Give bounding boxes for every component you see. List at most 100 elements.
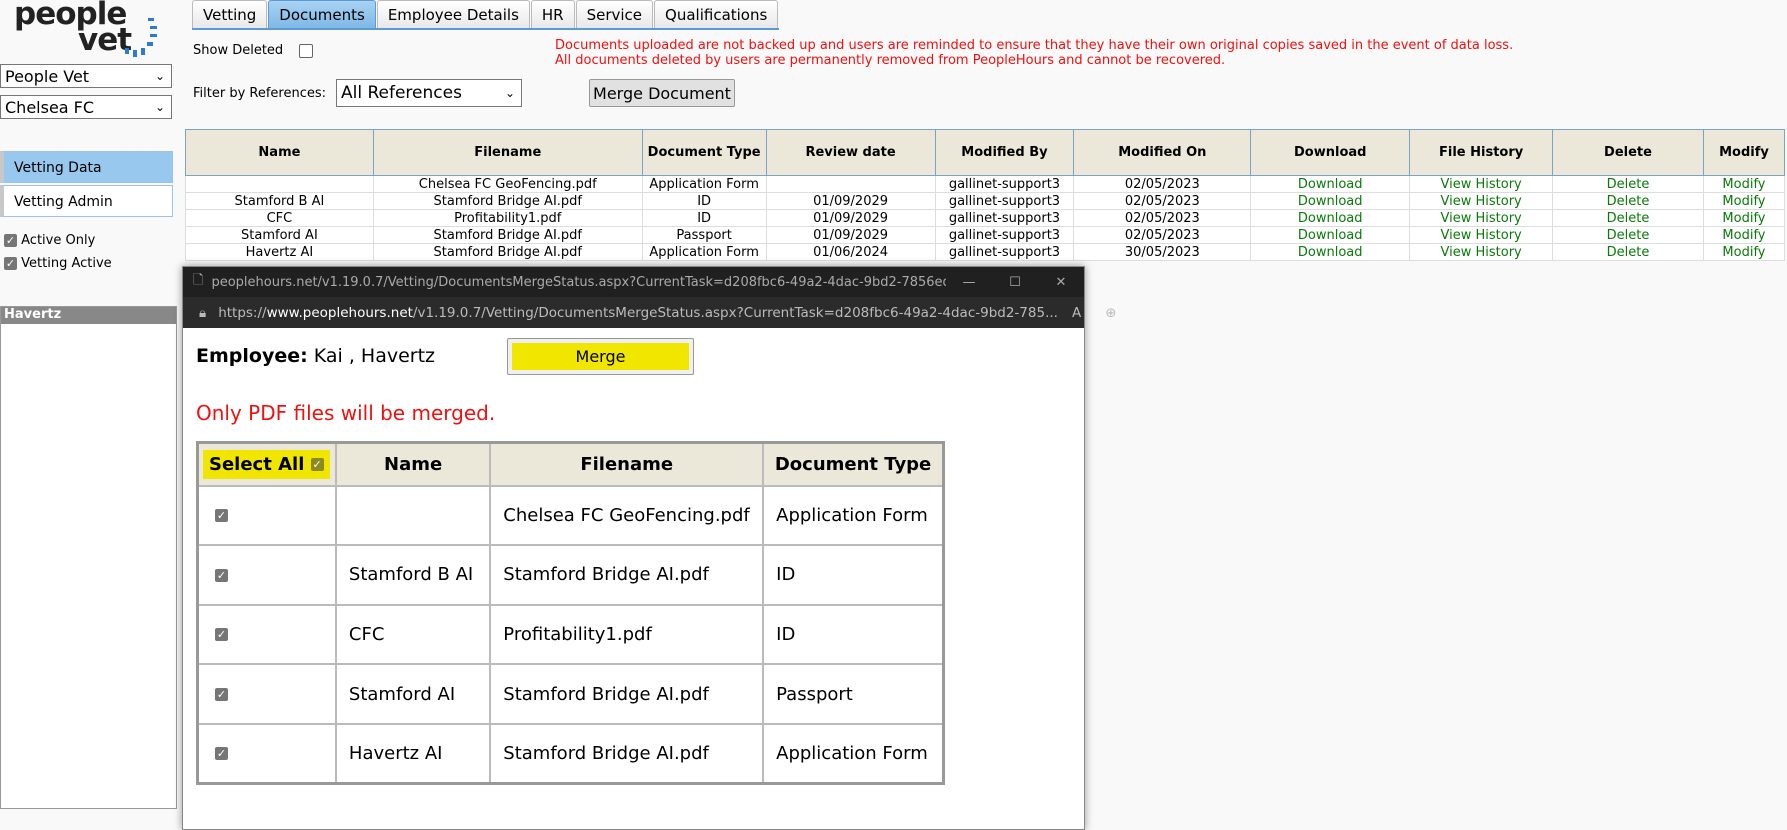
cell-history: View History	[1409, 209, 1554, 227]
club-select-value: Chelsea FC	[5, 97, 95, 117]
view-history-link[interactable]: View History	[1440, 244, 1522, 260]
cell-history: View History	[1409, 243, 1554, 261]
view-history-link[interactable]: View History	[1440, 193, 1522, 209]
vetting-active-checkbox[interactable]: ✓ Vetting Active	[4, 256, 112, 271]
modify-link[interactable]: Modify	[1722, 210, 1766, 226]
cell-type: ID	[762, 544, 945, 606]
row-select-checkbox[interactable]: ✓	[215, 747, 228, 761]
merge-document-button[interactable]: Merge Document	[589, 79, 735, 107]
row-select-checkbox[interactable]: ✓	[215, 509, 228, 523]
cell-on: 30/05/2023	[1073, 243, 1252, 261]
cell-review: 01/09/2029	[765, 192, 936, 210]
cell-on: 02/05/2023	[1073, 226, 1252, 244]
cell-type: Application Form	[762, 484, 945, 547]
tab-service[interactable]: Service	[575, 0, 654, 28]
modify-link[interactable]: Modify	[1722, 193, 1766, 209]
address-bar[interactable]: 🔒︎ https://www.peoplehours.net/v1.19.0.7…	[183, 297, 1117, 328]
vetting-active-label: Vetting Active	[21, 256, 112, 271]
select-all-toggle[interactable]: Select All ✓	[203, 449, 330, 479]
row-select-checkbox[interactable]: ✓	[215, 568, 228, 582]
show-deleted-checkbox[interactable]	[299, 44, 313, 58]
column-header: Name	[334, 441, 492, 487]
tab-documents[interactable]: Documents	[268, 0, 376, 28]
cell-type: ID	[641, 192, 767, 210]
cell-review: 01/09/2029	[765, 226, 936, 244]
cell-name: Stamford B AI	[185, 192, 374, 210]
delete-link[interactable]: Delete	[1606, 244, 1650, 260]
download-link[interactable]: Download	[1297, 193, 1363, 209]
popup-title-bar: 🗋 peoplehours.net/v1.19.0.7/Vetting/Docu…	[183, 267, 1084, 297]
cell-filename: Chelsea FC GeoFencing.pdf	[489, 484, 765, 547]
tab-employee-details[interactable]: Employee Details	[376, 0, 530, 28]
data-loss-notice: Documents uploaded are not backed up and…	[555, 38, 1513, 68]
employee-list-panel: Havertz	[0, 306, 177, 809]
modify-link[interactable]: Modify	[1722, 176, 1766, 192]
row-select-checkbox[interactable]: ✓	[215, 688, 228, 702]
download-link[interactable]: Download	[1297, 244, 1363, 260]
url-path: /v1.19.0.7/Vetting/DocumentsMergeStatus.…	[412, 304, 1058, 321]
tab-hr[interactable]: HR	[530, 0, 575, 28]
employee-name: Kai , Havertz	[313, 345, 436, 367]
modify-link[interactable]: Modify	[1722, 227, 1766, 243]
minimize-icon[interactable]: —	[962, 274, 976, 290]
cell-on: 02/05/2023	[1073, 175, 1252, 193]
company-select[interactable]: People Vet ⌄	[0, 64, 172, 88]
cell-name: Stamford AI	[334, 663, 492, 725]
cell-type: ID	[762, 603, 945, 666]
select-all-checkbox[interactable]: ✓	[310, 458, 324, 472]
read-aloud-icon[interactable]: A	[1071, 304, 1082, 321]
club-select[interactable]: Chelsea FC ⌄	[0, 95, 172, 119]
table-row: Chelsea FC GeoFencing.pdf Application For…	[185, 175, 1786, 193]
merge-row: ✓ Chelsea FC GeoFencing.pdf Application Fo…	[196, 484, 945, 547]
sidebar-item-vetting-data[interactable]: Vetting Data	[0, 151, 173, 183]
main-tabs: Vetting Documents Employee Details HR Se…	[192, 0, 780, 30]
tab-vetting[interactable]: Vetting	[192, 0, 268, 28]
modify-link[interactable]: Modify	[1722, 244, 1766, 260]
tab-qualifications[interactable]: Qualifications	[654, 0, 779, 28]
cell-name: CFC	[185, 209, 374, 227]
view-history-link[interactable]: View History	[1440, 176, 1522, 192]
zoom-icon[interactable]: ⊕	[1105, 304, 1117, 321]
sidebar-item-vetting-admin[interactable]: Vetting Admin	[0, 185, 173, 217]
close-icon[interactable]: ✕	[1055, 274, 1067, 290]
column-header: Modify	[1702, 129, 1786, 176]
row-select-checkbox[interactable]: ✓	[215, 628, 228, 642]
cell-name	[334, 484, 492, 547]
delete-link[interactable]: Delete	[1606, 193, 1650, 209]
cell-filename: Stamford Bridge AI.pdf	[372, 226, 643, 244]
view-history-link[interactable]: View History	[1440, 227, 1522, 243]
cell-select: ✓	[196, 663, 337, 725]
notice-line: Documents uploaded are not backed up and…	[555, 38, 1514, 53]
download-link[interactable]: Download	[1297, 227, 1363, 243]
cell-filename: Stamford Bridge AI.pdf	[489, 722, 765, 785]
merge-button[interactable]: Merge	[507, 338, 694, 375]
column-header: File History	[1409, 129, 1554, 176]
delete-link[interactable]: Delete	[1606, 210, 1650, 226]
active-only-checkbox[interactable]: ✓ Active Only	[4, 233, 95, 248]
cell-modify: Modify	[1702, 243, 1786, 261]
cell-review: 01/09/2029	[765, 209, 936, 227]
select-all-label: Select All	[209, 453, 305, 475]
documents-table: Name Filename Document Type Review date Modi…	[185, 129, 1786, 261]
chevron-down-icon: ⌄	[504, 86, 515, 100]
delete-link[interactable]: Delete	[1606, 176, 1650, 192]
cell-delete: Delete	[1552, 226, 1704, 244]
download-link[interactable]: Download	[1297, 210, 1363, 226]
table-row: CFC Profitability1.pdf ID 01/09/2029 galline…	[185, 209, 1786, 227]
view-history-link[interactable]: View History	[1440, 210, 1522, 226]
url-host: www.peoplehours.net	[266, 304, 413, 321]
merge-row: ✓ CFC Profitability1.pdf ID	[196, 603, 945, 666]
cell-filename: Stamford Bridge AI.pdf	[372, 192, 643, 210]
download-link[interactable]: Download	[1297, 176, 1363, 192]
delete-link[interactable]: Delete	[1606, 227, 1650, 243]
chevron-down-icon: ⌄	[154, 100, 165, 114]
maximize-icon[interactable]: ☐	[1009, 274, 1021, 290]
cell-modify: Modify	[1702, 192, 1786, 210]
cell-delete: Delete	[1552, 175, 1704, 193]
pdf-only-warning: Only PDF files will be merged.	[196, 401, 496, 425]
filter-references-select[interactable]: All References ⌄	[336, 79, 522, 107]
cell-name: Stamford AI	[185, 226, 374, 244]
cell-review: 01/06/2024	[765, 243, 936, 261]
cell-filename: Chelsea FC GeoFencing.pdf	[372, 175, 643, 193]
panel-header: Havertz	[1, 307, 176, 324]
